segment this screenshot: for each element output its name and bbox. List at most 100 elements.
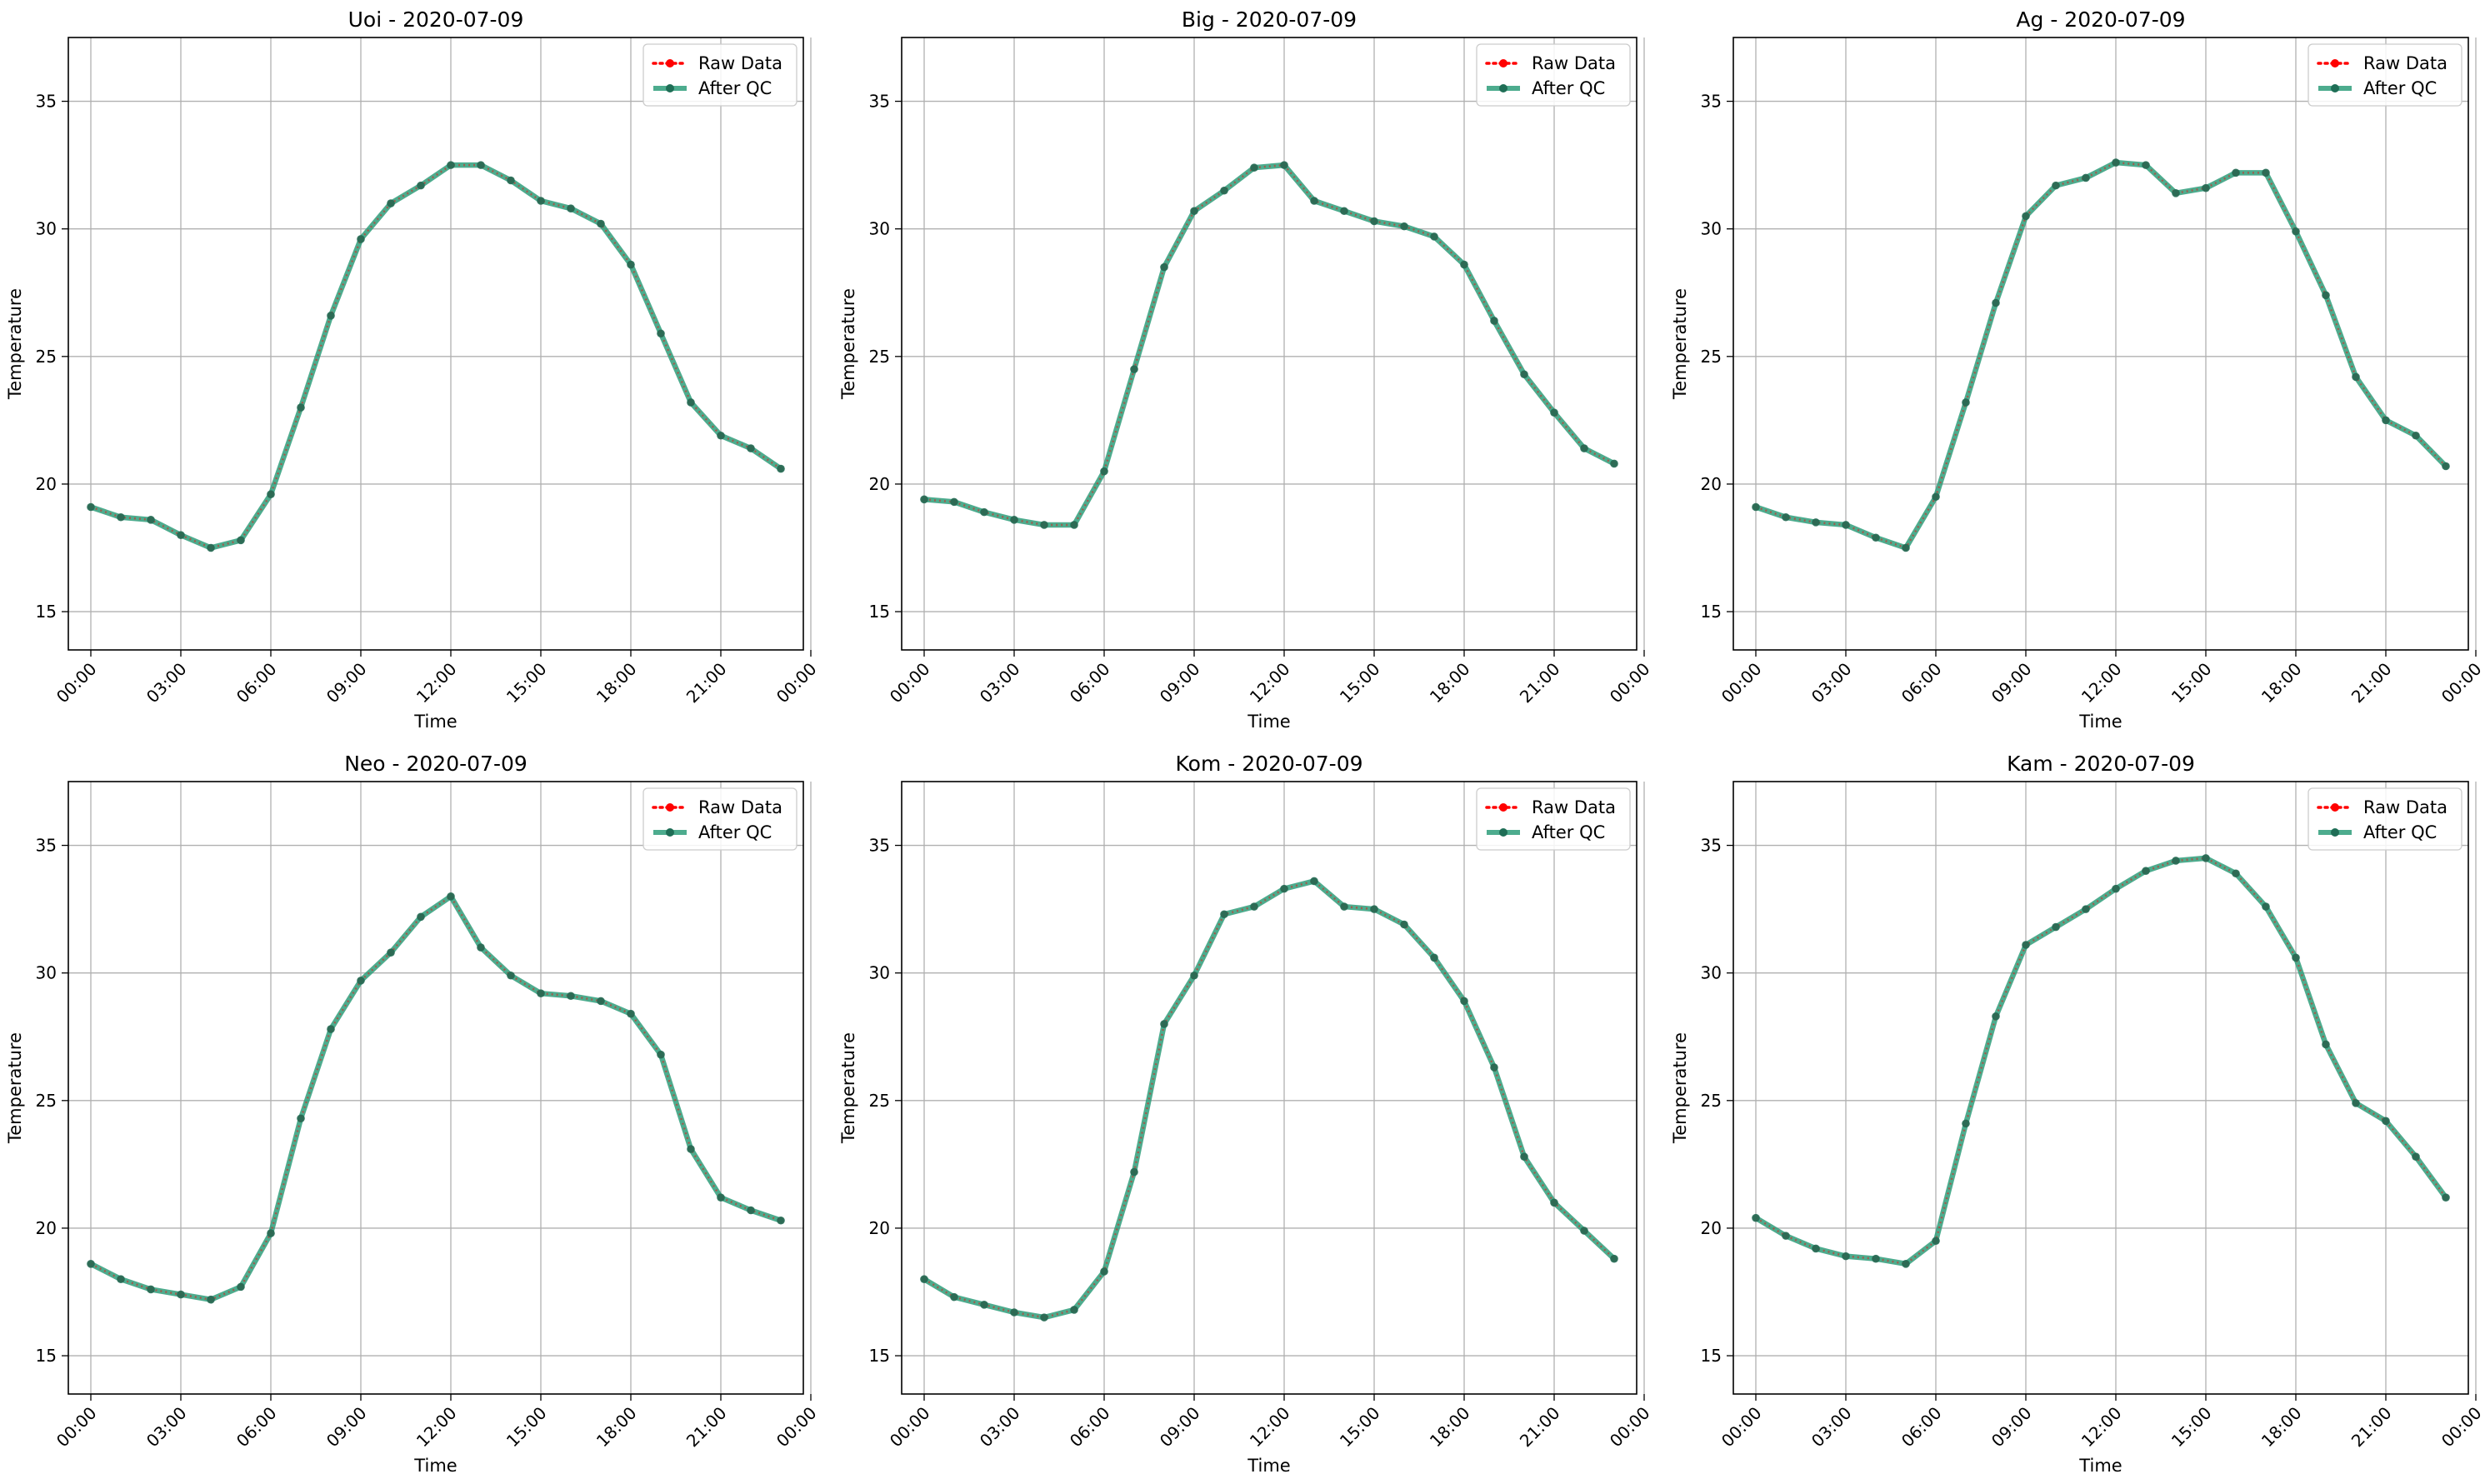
data-point-after-qc <box>1520 370 1528 379</box>
data-point-after-qc <box>417 181 425 190</box>
legend-label-raw-data: Raw Data <box>2363 797 2448 817</box>
legend-marker-after-qc <box>1499 84 1508 92</box>
y-tick-label: 15 <box>869 1346 890 1366</box>
data-point-after-qc <box>777 1216 785 1225</box>
legend-marker-raw-data <box>2331 803 2339 812</box>
x-tick-label: 12:00 <box>1246 1403 1294 1452</box>
data-point-after-qc <box>1190 207 1198 216</box>
data-point-after-qc <box>237 1282 245 1292</box>
subplot-6: 00:00 03:00 06:00 09:00 12:00 15:00 18:00 21:00… <box>1670 752 2485 1476</box>
data-point-after-qc <box>597 997 605 1006</box>
legend: Raw Data After QC <box>2308 787 2462 851</box>
data-point-after-qc <box>357 977 365 985</box>
data-point-after-qc <box>237 536 245 545</box>
data-point-after-qc <box>597 219 605 228</box>
data-point-after-qc <box>327 1025 335 1033</box>
data-point-after-qc <box>920 495 928 504</box>
data-point-after-qc <box>447 161 455 169</box>
y-tick-label: 25 <box>1701 1091 1722 1111</box>
legend-label-after-qc: After QC <box>698 78 772 98</box>
legend: Raw Data After QC <box>642 787 798 851</box>
x-tick-label: 00:00 <box>772 659 821 707</box>
data-point-after-qc <box>1100 467 1108 476</box>
x-tick-label: 18:00 <box>1426 659 1474 707</box>
series-line-raw-data <box>90 163 782 549</box>
plot-frame <box>1732 37 2469 651</box>
x-tick-label: 12:00 <box>412 1403 461 1452</box>
data-point-after-qc <box>1752 502 1760 512</box>
x-tick-label: 03:00 <box>976 659 1024 707</box>
data-point-after-qc <box>207 1295 215 1304</box>
x-tick-label: 18:00 <box>1426 1403 1474 1452</box>
data-point-after-qc <box>2352 372 2360 382</box>
y-axis-label: Temperature <box>838 1032 858 1144</box>
data-point-after-qc <box>1610 459 1618 468</box>
data-point-after-qc <box>297 1114 305 1123</box>
subplot-title: Ag - 2020-07-09 <box>2016 7 2185 32</box>
data-point-after-qc <box>537 197 545 205</box>
data-point-after-qc <box>1842 1252 1850 1261</box>
data-point-after-qc <box>87 502 95 512</box>
series-line-after-qc <box>1752 855 2449 1267</box>
data-point-after-qc <box>1782 1232 1790 1240</box>
data-point-after-qc <box>2142 161 2150 169</box>
data-point-after-qc <box>1040 1313 1048 1322</box>
data-point-after-qc <box>1280 161 1288 169</box>
y-tick-label: 30 <box>36 219 57 239</box>
y-axis-label: Temperature <box>1670 288 1690 400</box>
data-point-after-qc <box>627 1009 635 1018</box>
data-point-after-qc <box>1160 1020 1168 1028</box>
legend: Raw Data After QC <box>1476 787 1631 851</box>
x-tick-label: 15:00 <box>2168 1403 2216 1452</box>
data-point-after-qc <box>2262 902 2270 911</box>
y-axis-label: Temperature <box>1670 1032 1690 1144</box>
plot-frame <box>901 781 1638 1395</box>
x-tick-label: 03:00 <box>1808 659 1856 707</box>
x-tick-label: 06:00 <box>1898 659 1946 707</box>
data-point-after-qc <box>1220 910 1228 919</box>
data-point-after-qc <box>1070 1306 1078 1314</box>
x-tick-label: 00:00 <box>886 1403 934 1452</box>
subplot-title: Neo - 2020-07-09 <box>344 752 528 776</box>
data-point-after-qc <box>2322 1040 2330 1049</box>
legend-marker-after-qc <box>2331 84 2339 92</box>
data-point-after-qc <box>2112 884 2120 893</box>
x-tick-label: 00:00 <box>886 659 934 707</box>
x-tick-label: 21:00 <box>2348 1403 2396 1452</box>
data-point-after-qc <box>1812 518 1820 527</box>
data-point-after-qc <box>117 512 125 522</box>
data-point-after-qc <box>1752 1213 1760 1222</box>
data-point-after-qc <box>1400 222 1408 231</box>
data-point-after-qc <box>1580 444 1588 452</box>
legend: Raw Data After QC <box>642 43 798 107</box>
x-axis-label: Time <box>2078 712 2122 732</box>
y-tick-label: 30 <box>1701 219 1722 239</box>
data-point-after-qc <box>1340 902 1348 911</box>
x-tick-label: 03:00 <box>142 1403 191 1452</box>
data-point-after-qc <box>2082 905 2090 913</box>
data-point-after-qc <box>477 943 485 952</box>
x-tick-label: 12:00 <box>412 659 461 707</box>
y-tick-label: 35 <box>36 836 57 856</box>
subplot-2: 00:00 03:00 06:00 09:00 12:00 15:00 18:00 21:00… <box>838 7 1654 732</box>
x-tick-label: 00:00 <box>52 659 101 707</box>
x-axis-label: Time <box>413 712 457 732</box>
series-line-raw-data <box>1755 161 2447 550</box>
x-tick-label: 09:00 <box>1988 1403 2036 1452</box>
x-tick-label: 00:00 <box>1718 1403 1766 1452</box>
data-point-after-qc <box>2292 227 2300 236</box>
x-axis-label: Time <box>1247 1456 1290 1476</box>
data-point-after-qc <box>2172 189 2180 197</box>
x-tick-label: 18:00 <box>2258 659 2306 707</box>
data-point-after-qc <box>177 1290 185 1299</box>
data-point-after-qc <box>1490 317 1498 325</box>
data-point-after-qc <box>177 531 185 539</box>
data-point-after-qc <box>1190 971 1198 980</box>
y-tick-label: 20 <box>1701 474 1722 494</box>
x-tick-label: 03:00 <box>976 1403 1024 1452</box>
x-tick-label: 21:00 <box>1516 1403 1564 1452</box>
data-point-after-qc <box>1130 365 1138 373</box>
data-point-after-qc <box>477 161 485 169</box>
data-point-after-qc <box>147 516 155 524</box>
series-line-raw-data <box>1755 857 2448 1266</box>
